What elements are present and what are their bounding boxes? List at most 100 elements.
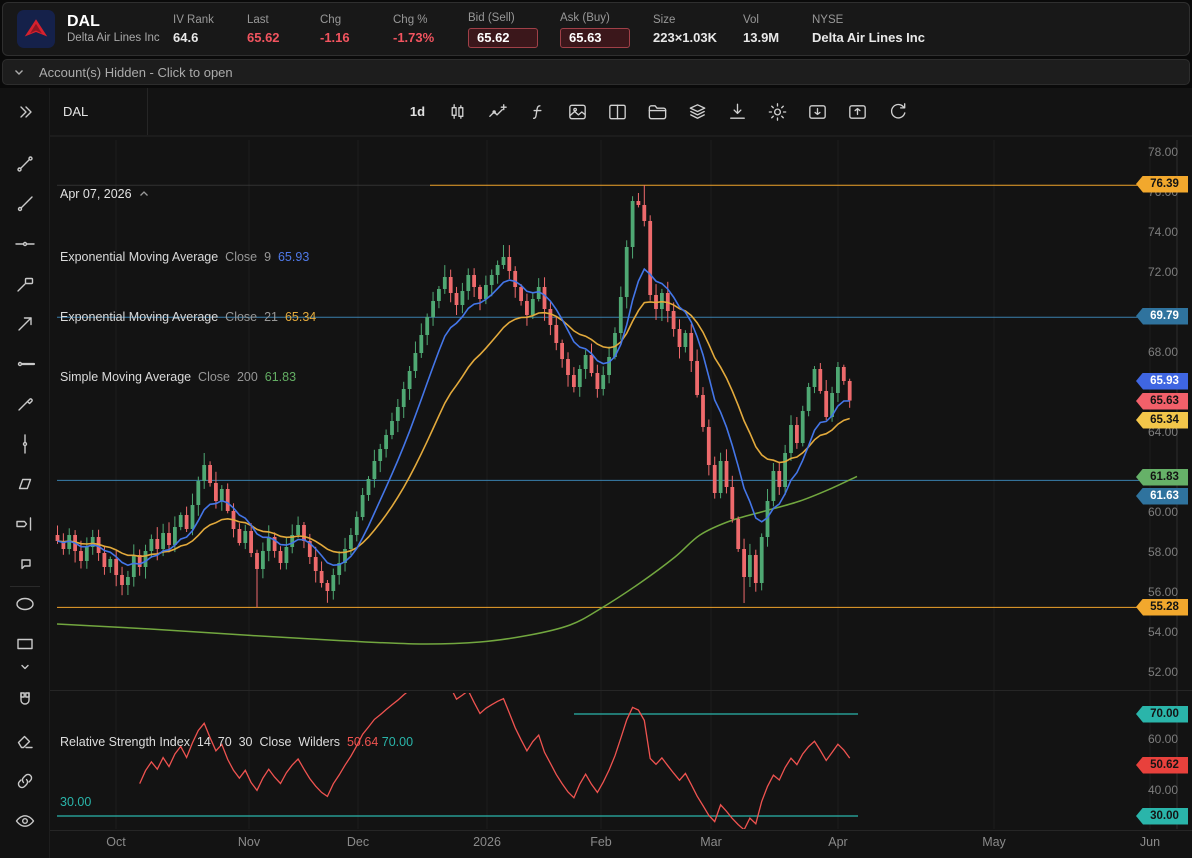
- ask-label: Ask (Buy): [560, 11, 610, 24]
- settings-button[interactable]: [766, 100, 789, 123]
- price-badge: 61.63: [1136, 487, 1188, 505]
- price-tick: 58.00: [1147, 545, 1179, 559]
- legend-value-ema9: 65.93: [277, 250, 310, 264]
- price-tick: 60.00: [1147, 505, 1179, 519]
- legend-row-ema21[interactable]: Exponential Moving Average Close 21 65.3…: [60, 310, 317, 324]
- load-chart-icon: [849, 104, 866, 119]
- time-axis-label: Dec: [346, 835, 370, 849]
- exchange-label: NYSE: [812, 13, 844, 26]
- price-badge: 69.79: [1136, 307, 1188, 325]
- vertical-line-icon: [22, 434, 28, 454]
- trend-line-tool[interactable]: [13, 152, 37, 176]
- refresh-icon: [890, 102, 906, 119]
- info-line-tool[interactable]: [13, 272, 37, 296]
- price-tick: 74.00: [1147, 225, 1179, 239]
- arrow-line-icon: [18, 317, 32, 331]
- collapse-sidebar-icon: [20, 106, 32, 118]
- save-chart-button[interactable]: [806, 100, 829, 123]
- ray-line-icon: [17, 196, 33, 212]
- time-axis-label: Jun: [1139, 835, 1161, 849]
- callout-icon: [21, 559, 31, 570]
- function-button[interactable]: [526, 100, 549, 123]
- vertical-line-tool[interactable]: [13, 432, 37, 456]
- snapshot-button[interactable]: [566, 100, 589, 123]
- arrow-line-tool[interactable]: [13, 312, 37, 336]
- chg-value: -1.16: [320, 29, 350, 45]
- horizontal-ray-tool[interactable]: [13, 352, 37, 376]
- legend-row-ema9[interactable]: Exponential Moving Average Close 9 65.93: [60, 250, 310, 264]
- timeframe-button[interactable]: 1d: [409, 104, 426, 119]
- partial-tool-icon: [13, 843, 37, 858]
- price-tick: 52.00: [1147, 665, 1179, 679]
- legend-row-sma200[interactable]: Simple Moving Average Close 200 61.83: [60, 370, 297, 384]
- price-tick: 56.00: [1147, 585, 1179, 599]
- price-badge: 61.83: [1136, 468, 1188, 486]
- price-badge: 65.93: [1136, 372, 1188, 390]
- price-badge: 65.63: [1136, 392, 1188, 410]
- link-icon: [17, 773, 33, 789]
- ticker-header: DAL Delta Air Lines Inc IV Rank 64.6 Last…: [2, 2, 1190, 56]
- ellipse-tool[interactable]: [13, 592, 37, 616]
- price-badge: 65.34: [1136, 411, 1188, 429]
- eye-tool[interactable]: [13, 809, 37, 833]
- ray-line-tool[interactable]: [13, 192, 37, 216]
- ask-button[interactable]: 65.63: [560, 27, 630, 48]
- partial-tool-tool[interactable]: [13, 843, 37, 858]
- price-badge: 55.28: [1136, 598, 1188, 616]
- chart-area[interactable]: Apr 07, 2026 Exponential Moving Average …: [50, 136, 1192, 858]
- rectangle-tool[interactable]: [13, 632, 37, 656]
- candlestick-chart[interactable]: [50, 136, 1192, 858]
- symbol-tab[interactable]: DAL: [50, 88, 148, 135]
- drawing-toolbar: [0, 88, 50, 858]
- chg-label: Chg: [320, 13, 342, 26]
- info-line-icon: [17, 277, 34, 292]
- rsi-value: 50.64: [346, 735, 379, 749]
- horizontal-line-tool[interactable]: [13, 232, 37, 256]
- chevron-up-icon: [139, 191, 148, 196]
- price-tick: 68.00: [1147, 345, 1179, 359]
- layers-icon: [689, 103, 706, 119]
- rsi-tick: 40.00: [1147, 783, 1179, 797]
- magnet-tool[interactable]: [13, 689, 37, 713]
- collapse-sidebar-tool[interactable]: [13, 100, 37, 124]
- function-icon: [532, 104, 542, 119]
- folder-button[interactable]: [646, 100, 669, 123]
- refresh-button[interactable]: [886, 100, 909, 123]
- time-axis-label: Oct: [106, 835, 126, 849]
- account-bar-label: Account(s) Hidden - Click to open: [39, 64, 233, 80]
- sidebar-divider: [10, 586, 40, 587]
- eraser-tool[interactable]: [13, 729, 37, 753]
- layers-button[interactable]: [686, 100, 709, 123]
- exchange-company: Delta Air Lines Inc: [812, 29, 925, 45]
- chg-pct-label: Chg %: [393, 13, 428, 26]
- load-chart-button[interactable]: [846, 100, 869, 123]
- legend-date-row[interactable]: Apr 07, 2026: [60, 184, 316, 204]
- more-shapes-tool[interactable]: [13, 655, 37, 679]
- price-badge: 76.39: [1136, 175, 1188, 193]
- horizontal-line-icon: [15, 241, 35, 247]
- add-indicator-button[interactable]: [486, 100, 509, 123]
- account-bar[interactable]: Account(s) Hidden - Click to open: [2, 59, 1190, 85]
- layout-split-button[interactable]: [606, 100, 629, 123]
- callout-tool[interactable]: [13, 552, 37, 576]
- legend-value-ema21: 65.34: [284, 310, 317, 324]
- export-data-button[interactable]: [726, 100, 749, 123]
- chart-workspace: DAL 1d Apr 07, 2026 Exponential Moving A…: [0, 88, 1192, 858]
- magnet-icon: [20, 692, 30, 705]
- price-label-tool[interactable]: [13, 512, 37, 536]
- add-indicator-icon: [489, 103, 507, 117]
- parallelogram-tool[interactable]: [13, 472, 37, 496]
- bid-button[interactable]: 65.62: [468, 27, 538, 48]
- ticker-symbol: DAL: [67, 13, 100, 30]
- chart-toolbar: DAL 1d: [50, 88, 1192, 136]
- eye-icon: [15, 815, 35, 827]
- rsi-upper-band-value: 70.00: [381, 735, 414, 749]
- trend-line-icon: [17, 156, 33, 172]
- rsi-lower-band-value: 30.00: [60, 795, 92, 809]
- export-data-icon: [730, 103, 745, 119]
- rsi-legend[interactable]: Relative Strength Index 14 70 30 Close W…: [60, 735, 414, 809]
- candlestick-chart-button[interactable]: [446, 100, 469, 123]
- brush-tool[interactable]: [13, 392, 37, 416]
- link-tool[interactable]: [13, 769, 37, 793]
